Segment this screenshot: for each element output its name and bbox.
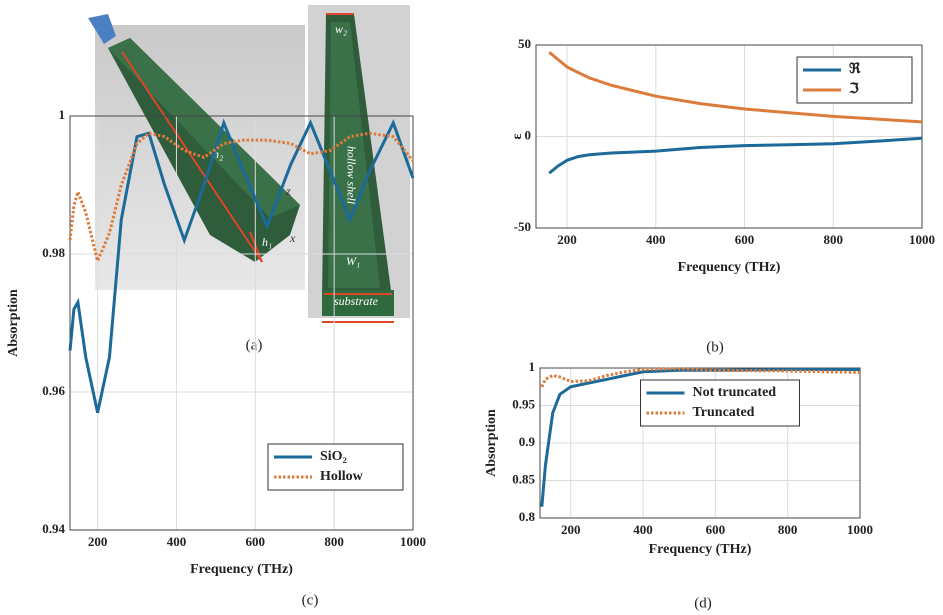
x-tick-label: 400 bbox=[633, 522, 653, 537]
caption: (c) bbox=[302, 592, 319, 608]
series-line bbox=[548, 136, 923, 175]
diagram-panel: h₂ h₁ z x w₂ hollow shell W₁ substrate (… bbox=[88, 5, 410, 353]
x-tick-label: 800 bbox=[778, 522, 798, 537]
x-axis-label: Frequency (THz) bbox=[190, 562, 293, 577]
x-axis-label: Frequency (THz) bbox=[678, 260, 781, 275]
label: w₂ bbox=[335, 22, 347, 36]
dimension-arrow bbox=[121, 51, 263, 263]
legend-box bbox=[267, 443, 404, 491]
y-axis-label: Absorption bbox=[484, 409, 499, 477]
legend-label: Truncated bbox=[693, 405, 755, 420]
x-tick-label: 600 bbox=[706, 522, 726, 537]
legend-label: ℑ bbox=[848, 82, 859, 97]
y-tick-label: 0.95 bbox=[512, 396, 535, 411]
y-tick-label: 0.8 bbox=[519, 509, 536, 524]
legend-label: Hollow bbox=[320, 469, 364, 484]
y-tick-label: 0.9 bbox=[519, 434, 536, 449]
plot-frame bbox=[69, 115, 414, 531]
label: z bbox=[285, 184, 291, 198]
caption: (a) bbox=[246, 337, 263, 353]
y-tick-label: 0.94 bbox=[42, 521, 65, 536]
label: x bbox=[289, 231, 296, 245]
label: W₁ bbox=[346, 254, 360, 268]
x-tick-label: 1000 bbox=[400, 534, 426, 549]
y-axis-label: Absorption bbox=[6, 289, 21, 357]
y-tick-label: 0 bbox=[525, 127, 532, 142]
caption: (b) bbox=[706, 339, 724, 355]
y-tick-label: 0.85 bbox=[512, 471, 535, 486]
y-tick-label: -50 bbox=[514, 219, 531, 234]
label: h₁ bbox=[262, 235, 272, 249]
legend-label: Not truncated bbox=[693, 385, 777, 400]
plot-frame bbox=[535, 44, 923, 229]
dimension-arrow bbox=[249, 231, 263, 263]
x-tick-label: 200 bbox=[561, 522, 581, 537]
y-tick-label: 0.98 bbox=[42, 245, 65, 260]
series-line bbox=[68, 118, 415, 414]
y-tick-label: 50 bbox=[518, 36, 531, 51]
x-tick-label: 800 bbox=[324, 534, 344, 549]
legend-label: ℜ bbox=[849, 62, 861, 77]
y-tick-label: 0.96 bbox=[42, 383, 65, 398]
label: substrate bbox=[334, 294, 379, 308]
x-tick-label: 600 bbox=[246, 534, 266, 549]
x-tick-label: 200 bbox=[557, 232, 577, 247]
x-tick-label: 200 bbox=[88, 534, 108, 549]
series-line bbox=[540, 367, 861, 388]
x-tick-label: 1000 bbox=[847, 522, 873, 537]
legend-box bbox=[796, 56, 913, 104]
x-tick-label: 400 bbox=[646, 232, 666, 247]
x-tick-label: 600 bbox=[735, 232, 755, 247]
x-axis-label: Frequency (THz) bbox=[649, 542, 752, 557]
plot-frame bbox=[539, 367, 861, 519]
x-tick-label: 800 bbox=[824, 232, 844, 247]
x-tick-label: 1000 bbox=[909, 232, 935, 247]
label: hollow shell bbox=[344, 146, 358, 205]
caption: (d) bbox=[694, 595, 712, 611]
shell bbox=[328, 22, 380, 288]
light-arrow bbox=[88, 14, 116, 44]
legend-box bbox=[640, 379, 800, 427]
y-axis-label: ε bbox=[510, 133, 525, 139]
x-tick-label: 400 bbox=[167, 534, 187, 549]
y-tick-label: 1 bbox=[529, 359, 536, 374]
y-tick-label: 1 bbox=[59, 107, 66, 122]
label: h₂ bbox=[213, 147, 223, 161]
pyramid-face bbox=[108, 38, 300, 218]
legend-label: SiO₂ bbox=[320, 449, 347, 464]
series-line bbox=[548, 51, 923, 124]
series-line bbox=[68, 131, 415, 266]
